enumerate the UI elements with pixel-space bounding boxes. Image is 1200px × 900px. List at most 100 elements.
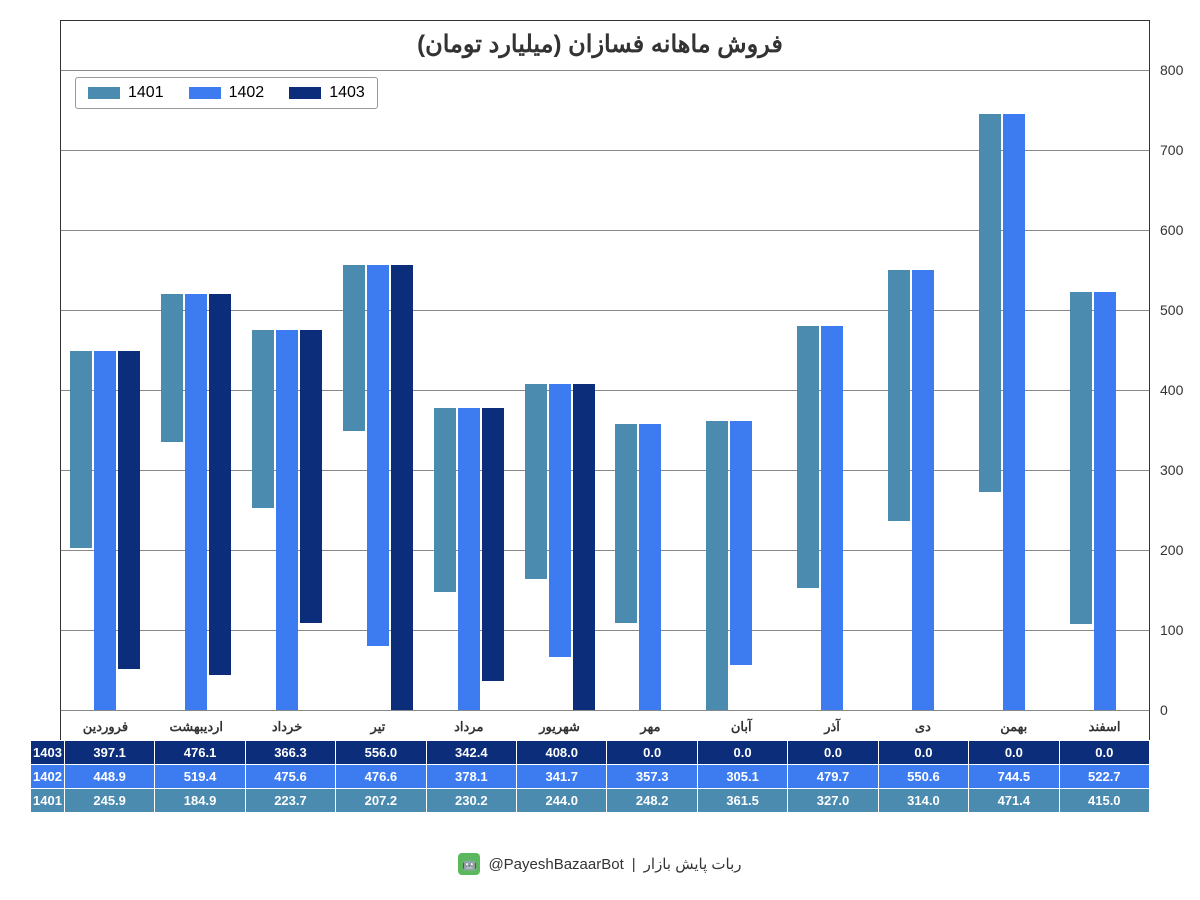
bot-icon: 🤖 — [458, 853, 480, 875]
bar — [525, 384, 547, 579]
bar — [343, 265, 365, 431]
bar — [185, 294, 207, 710]
table-cell: 248.2 — [607, 789, 697, 813]
y-tick-label: 200 — [1160, 542, 1200, 558]
table-cell: 471.4 — [969, 789, 1059, 813]
x-tick-label: اردیبهشت — [151, 719, 242, 735]
legend-swatch — [289, 87, 321, 99]
bar — [1003, 114, 1025, 710]
bar-group — [161, 294, 231, 710]
table-cell: 378.1 — [426, 765, 516, 789]
bar — [1070, 292, 1092, 624]
table-cell: 522.7 — [1059, 765, 1149, 789]
grid-line — [60, 710, 1150, 711]
bar-group — [797, 326, 867, 710]
table-cell: 550.6 — [878, 765, 968, 789]
table-cell: 476.1 — [155, 741, 245, 765]
table-cell: 0.0 — [1059, 741, 1149, 765]
table-cell: 327.0 — [788, 789, 878, 813]
bar — [118, 351, 140, 669]
table-cell: 357.3 — [607, 765, 697, 789]
y-tick-label: 600 — [1160, 222, 1200, 238]
legend-item: 1402 — [189, 84, 265, 102]
bar — [70, 351, 92, 548]
y-tick-label: 100 — [1160, 622, 1200, 638]
table-cell: 0.0 — [697, 741, 787, 765]
bar — [300, 330, 322, 623]
table-cell: 184.9 — [155, 789, 245, 813]
bar — [1094, 292, 1116, 710]
table-cell: 314.0 — [878, 789, 968, 813]
legend-swatch — [88, 87, 120, 99]
table-cell: 448.9 — [64, 765, 154, 789]
bar-group — [434, 408, 504, 710]
x-tick-label: آذر — [787, 719, 878, 735]
bar — [367, 265, 389, 646]
table-year-cell: 1402 — [31, 765, 65, 789]
table-cell: 230.2 — [426, 789, 516, 813]
table-row: 1401245.9184.9223.7207.2230.2244.0248.23… — [31, 789, 1150, 813]
bar-group — [706, 421, 776, 710]
y-tick-label: 400 — [1160, 382, 1200, 398]
footer: 🤖 @PayeshBazaarBot | ربات پایش بازار — [0, 853, 1200, 875]
bar-group — [252, 330, 322, 710]
table-cell: 245.9 — [64, 789, 154, 813]
y-tick-label: 800 — [1160, 62, 1200, 78]
table-cell: 415.0 — [1059, 789, 1149, 813]
bar-group — [888, 270, 958, 710]
table-cell: 475.6 — [245, 765, 335, 789]
legend-label: 1401 — [128, 84, 164, 102]
table-cell: 397.1 — [64, 741, 154, 765]
bar — [912, 270, 934, 710]
table-year-cell: 1403 — [31, 741, 65, 765]
bar — [252, 330, 274, 509]
legend: 1401 1402 1403 — [75, 77, 378, 109]
footer-handle: @PayeshBazaarBot — [488, 856, 623, 873]
table-cell: 476.6 — [336, 765, 426, 789]
bar-group — [525, 384, 595, 710]
x-tick-label: مرداد — [423, 719, 514, 735]
table-cell: 207.2 — [336, 789, 426, 813]
x-tick-label: اسفند — [1059, 719, 1150, 735]
table-cell: 0.0 — [878, 741, 968, 765]
bar — [161, 294, 183, 442]
bar — [276, 330, 298, 710]
x-tick-label: آبان — [696, 719, 787, 735]
table-cell: 342.4 — [426, 741, 516, 765]
legend-item: 1401 — [88, 84, 164, 102]
legend-label: 1403 — [329, 84, 365, 102]
table-row: 1402448.9519.4475.6476.6378.1341.7357.33… — [31, 765, 1150, 789]
bar — [573, 384, 595, 710]
y-tick-label: 500 — [1160, 302, 1200, 318]
bar — [639, 424, 661, 710]
footer-sep: | — [632, 856, 636, 873]
bar — [821, 326, 843, 710]
x-tick-label: مهر — [605, 719, 696, 735]
table-cell: 0.0 — [969, 741, 1059, 765]
table-cell: 223.7 — [245, 789, 335, 813]
table-cell: 366.3 — [245, 741, 335, 765]
x-tick-label: تیر — [333, 719, 424, 735]
bar — [209, 294, 231, 675]
plot-area: 0100200300400500600700800فروردیناردیبهشت… — [60, 70, 1150, 710]
table-cell: 305.1 — [697, 765, 787, 789]
table-row: 1403397.1476.1366.3556.0342.4408.00.00.0… — [31, 741, 1150, 765]
table-cell: 479.7 — [788, 765, 878, 789]
x-tick-label: شهریور — [514, 719, 605, 735]
bar-group — [615, 424, 685, 710]
bar — [797, 326, 819, 588]
grid-line — [60, 70, 1150, 71]
x-tick-label: بهمن — [968, 719, 1059, 735]
bar-group — [70, 351, 140, 710]
bar — [730, 421, 752, 665]
x-tick-label: دی — [878, 719, 969, 735]
x-tick-label: فروردین — [60, 719, 151, 735]
table-cell: 0.0 — [607, 741, 697, 765]
bar — [391, 265, 413, 710]
bar — [706, 421, 728, 710]
bar — [458, 408, 480, 710]
y-tick-label: 700 — [1160, 142, 1200, 158]
table-cell: 361.5 — [697, 789, 787, 813]
y-tick-label: 0 — [1160, 702, 1200, 718]
table-cell: 0.0 — [788, 741, 878, 765]
